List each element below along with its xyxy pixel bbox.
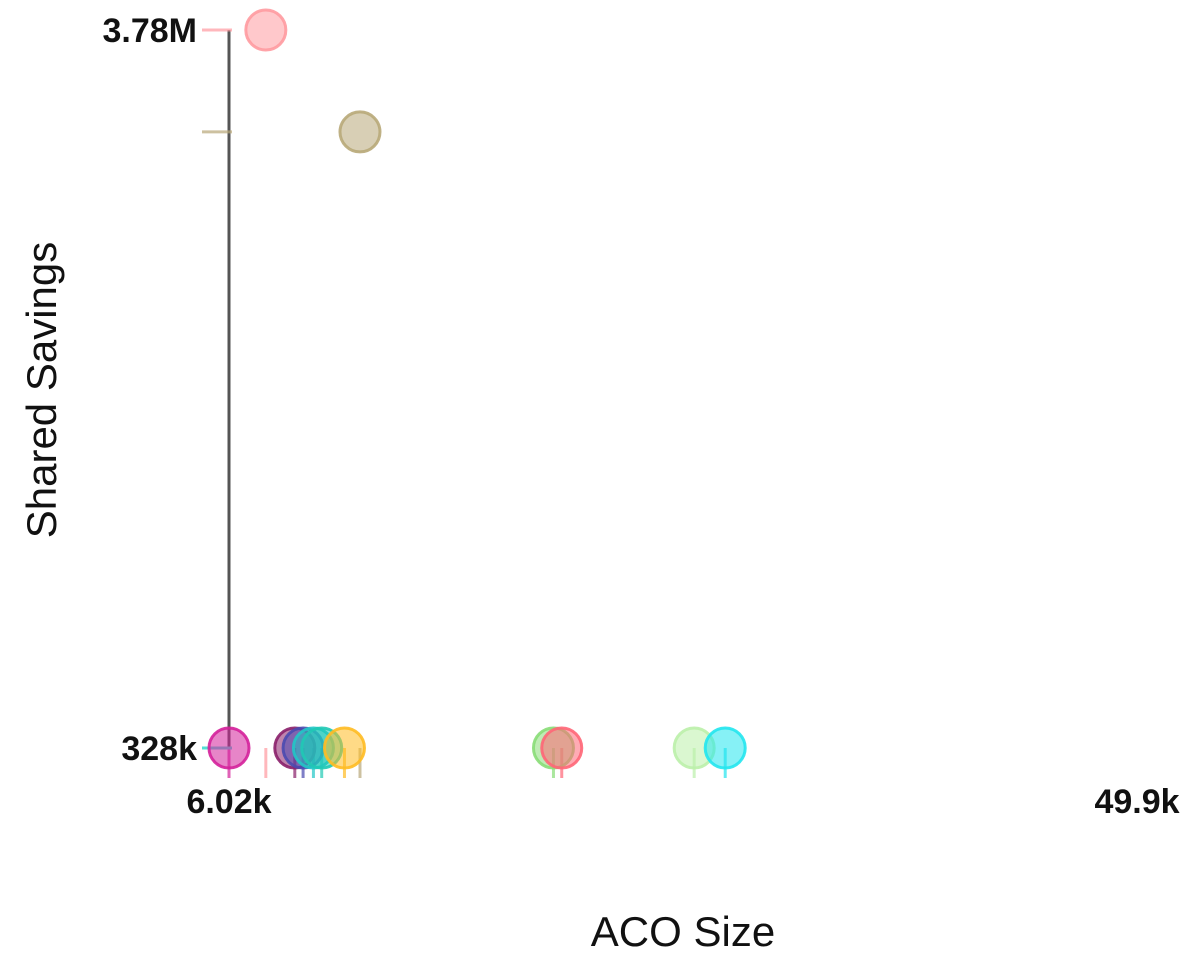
data-point[interactable] (540, 726, 584, 770)
y-tick-label-max: 3.78M (103, 12, 198, 50)
x-tick-label-min: 6.02k (186, 783, 271, 821)
data-point[interactable] (703, 726, 747, 770)
y-axis-title: Shared Savings (18, 242, 65, 539)
x-tick-label-max: 49.9k (1094, 783, 1179, 821)
x-axis-title: ACO Size (591, 908, 775, 954)
data-point[interactable] (322, 726, 366, 770)
rug-marks (202, 28, 727, 778)
data-point[interactable] (244, 8, 288, 52)
y-tick-label-min: 328k (121, 730, 197, 768)
data-points (207, 8, 747, 770)
data-point[interactable] (338, 110, 382, 154)
data-point[interactable] (207, 726, 251, 770)
